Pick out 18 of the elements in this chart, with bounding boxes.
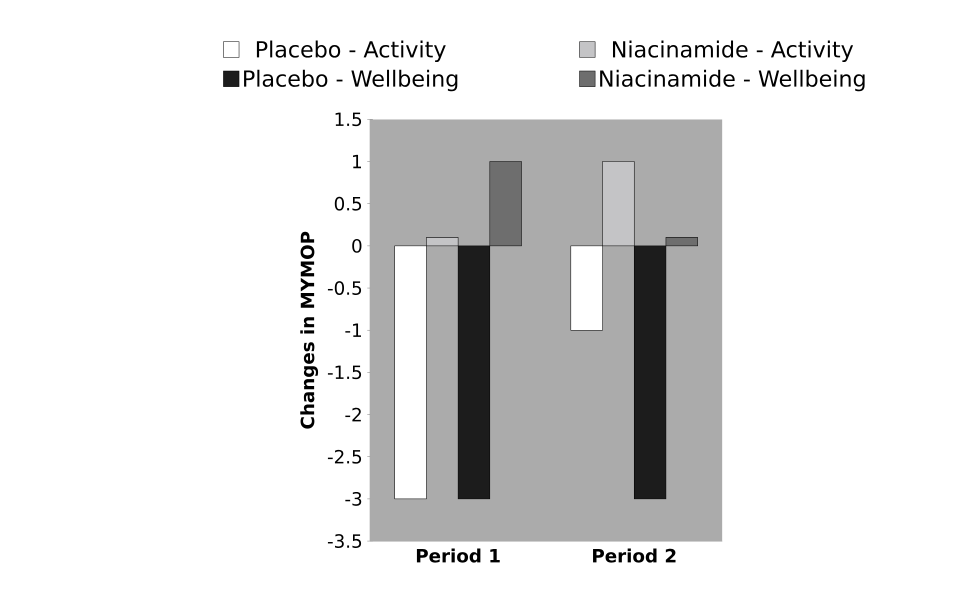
y-tick-label: 0 — [352, 238, 362, 253]
y-tick-label: -2 — [345, 408, 361, 422]
x-tick-label: Period 2 — [593, 548, 676, 562]
y-tick-label: -1.5 — [328, 365, 362, 379]
legend-label: Placebo - Wellbeing — [244, 70, 458, 91]
y-axis-title: Changes in MYMOP — [300, 231, 318, 428]
legend-label: Niacinamide - Wellbeing — [600, 70, 865, 91]
y-tick-label: -3.5 — [328, 534, 362, 548]
legend-label: Placebo - Activity — [256, 40, 446, 62]
y-tick-label: -0.5 — [328, 280, 362, 295]
x-tick-label: Period 1 — [416, 548, 500, 562]
y-tick-label: 0.5 — [334, 196, 362, 210]
y-tick-label: 1.5 — [336, 112, 362, 126]
y-tick-label: -1 — [345, 323, 361, 337]
legend-label: Niacinamide - Activity — [612, 40, 854, 62]
y-tick-label: 1 — [353, 154, 361, 168]
y-tick-label: -2.5 — [328, 450, 362, 464]
y-tick-label: -3 — [345, 492, 362, 506]
